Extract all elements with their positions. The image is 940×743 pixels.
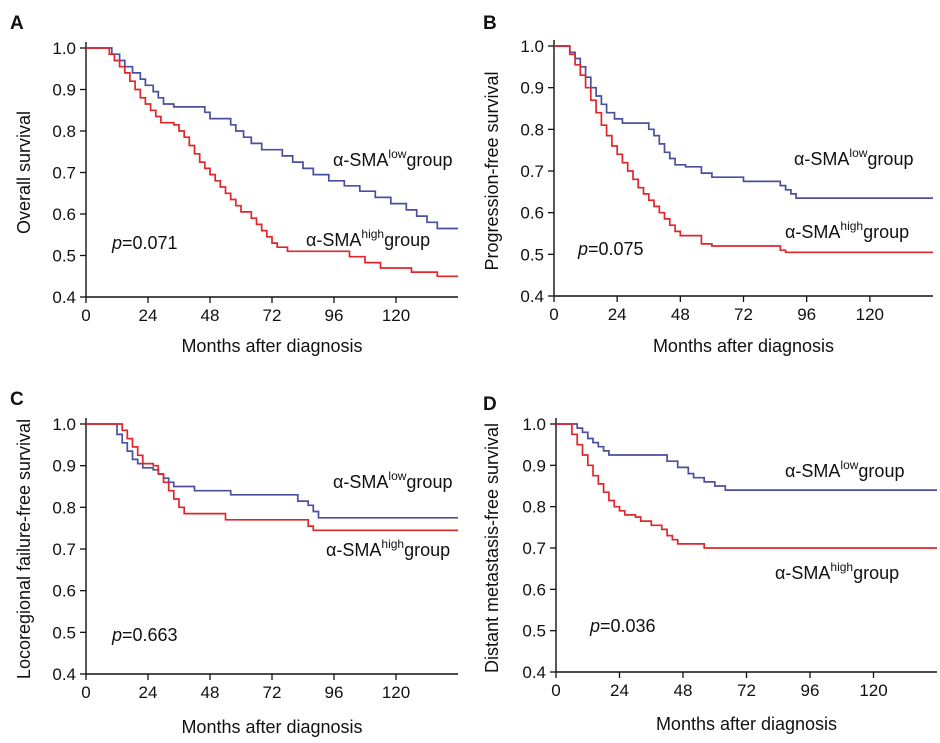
x-tick-label: 24 [139, 683, 158, 702]
x-tick-label: 24 [610, 681, 629, 700]
p-value: p=0.071 [111, 233, 178, 253]
group-label-high: α-SMAhighgroup [785, 219, 909, 242]
x-tick-label: 0 [549, 305, 558, 324]
y-tick-label: 0.6 [52, 205, 76, 224]
y-axis-title: Locoregional failure-free survival [14, 419, 34, 679]
x-axis-title: Months after diagnosis [653, 336, 834, 356]
x-tick-label: 24 [139, 306, 158, 325]
x-axis-title: Months after diagnosis [656, 714, 837, 734]
y-tick-label: 0.7 [52, 540, 76, 559]
y-tick-label: 0.5 [52, 247, 76, 266]
p-value: p=0.036 [589, 616, 656, 636]
group-label-high: α-SMAhighgroup [306, 227, 430, 250]
y-tick-label: 0.6 [520, 204, 544, 223]
x-tick-label: 96 [801, 681, 820, 700]
x-tick-label: 120 [382, 306, 410, 325]
group-label-high: α-SMAhighgroup [326, 537, 450, 560]
y-tick-label: 1.0 [52, 39, 76, 58]
x-tick-label: 96 [325, 306, 344, 325]
y-tick-label: 1.0 [520, 37, 544, 56]
x-tick-label: 72 [263, 683, 282, 702]
y-tick-label: 0.6 [52, 582, 76, 601]
group-label-low: α-SMAlowgroup [794, 146, 913, 169]
survival-curve-high [556, 423, 937, 549]
y-tick-label: 0.7 [520, 162, 544, 181]
x-tick-label: 72 [737, 681, 756, 700]
x-tick-label: 0 [81, 306, 90, 325]
x-tick-label: 120 [382, 683, 410, 702]
x-tick-label: 48 [201, 306, 220, 325]
y-tick-label: 0.9 [522, 456, 546, 475]
x-tick-label: 48 [671, 305, 690, 324]
x-tick-label: 24 [608, 305, 627, 324]
y-tick-label: 0.4 [520, 287, 544, 306]
y-tick-label: 0.5 [520, 245, 544, 264]
panel-d: D 0.4 0.5 0.6 0.7 0.8 0.9 1.0 0 24 48 72 96 120 Months… [482, 394, 937, 734]
y-tick-label: 0.4 [52, 288, 76, 307]
x-tick-label: 120 [859, 681, 887, 700]
p-value: p=0.075 [577, 239, 644, 259]
survival-curve-low [554, 45, 933, 199]
y-tick-label: 0.5 [522, 622, 546, 641]
y-tick-label: 0.8 [522, 498, 546, 517]
x-tick-label: 96 [325, 683, 344, 702]
x-tick-label: 72 [734, 305, 753, 324]
y-tick-label: 0.4 [522, 663, 546, 682]
y-tick-label: 0.8 [52, 498, 76, 517]
y-tick-label: 0.7 [52, 164, 76, 183]
p-value: p=0.663 [111, 625, 178, 645]
y-axis-title: Distant metastasis-free survival [482, 423, 502, 673]
y-tick-label: 0.7 [522, 539, 546, 558]
group-label-low: α-SMAlowgroup [785, 458, 904, 481]
y-tick-label: 1.0 [52, 415, 76, 434]
survival-curve-high [554, 45, 933, 254]
y-tick-label: 1.0 [522, 415, 546, 434]
survival-curve-low [86, 423, 458, 519]
panel-letter: D [483, 394, 497, 415]
group-label-high: α-SMAhighgroup [775, 560, 899, 583]
panel-letter: C [10, 389, 24, 410]
y-axis-title: Overall survival [14, 111, 34, 234]
y-tick-label: 0.6 [522, 580, 546, 599]
x-tick-label: 0 [81, 683, 90, 702]
panel-letter: B [483, 13, 497, 34]
y-tick-label: 0.8 [520, 120, 544, 139]
x-tick-label: 0 [551, 681, 560, 700]
x-axis-title: Months after diagnosis [181, 717, 362, 737]
panel-c: C 0.4 0.5 0.6 0.7 0.8 0.9 1.0 0 24 48 72 96 120 Months… [10, 389, 458, 737]
y-tick-label: 0.9 [52, 81, 76, 100]
y-tick-label: 0.9 [520, 79, 544, 98]
x-tick-label: 48 [201, 683, 220, 702]
panel-letter: A [10, 13, 24, 34]
x-axis-title: Months after diagnosis [181, 336, 362, 356]
x-tick-label: 120 [856, 305, 884, 324]
survival-curve-high [86, 47, 458, 278]
group-label-low: α-SMAlowgroup [333, 469, 452, 492]
survival-curve-low [86, 47, 458, 230]
y-tick-label: 0.4 [52, 665, 76, 684]
y-tick-label: 0.5 [52, 623, 76, 642]
x-tick-label: 72 [263, 306, 282, 325]
x-tick-label: 96 [797, 305, 816, 324]
y-axis-title: Progression-free survival [482, 71, 502, 270]
survival-curve-high [86, 423, 458, 532]
survival-curve-low [556, 423, 937, 491]
group-label-low: α-SMAlowgroup [333, 147, 452, 170]
panel-b: B 0.4 0.5 0.6 0.7 0.8 0.9 1.0 0 24 48 72 96 120 Months… [482, 13, 933, 356]
y-tick-label: 0.9 [52, 457, 76, 476]
panel-a: A 0.4 0.5 0.6 0.7 0.8 0.9 1.0 0 24 48 72 96 120 Months… [10, 13, 458, 356]
y-tick-label: 0.8 [52, 122, 76, 141]
x-tick-label: 48 [674, 681, 693, 700]
